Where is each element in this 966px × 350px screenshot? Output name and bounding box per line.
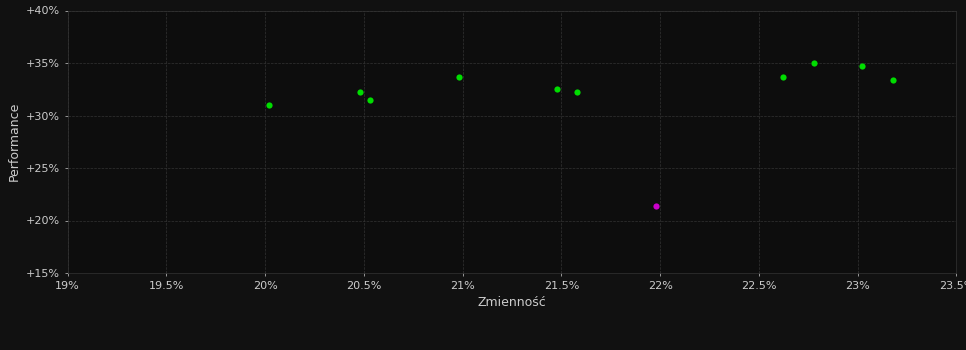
Point [362, 97, 378, 103]
Point [775, 74, 790, 79]
Point [648, 203, 664, 209]
Y-axis label: Performance: Performance [8, 102, 20, 181]
Point [807, 60, 822, 66]
Point [550, 86, 565, 92]
Point [262, 102, 277, 108]
Point [854, 63, 869, 69]
Point [886, 77, 901, 83]
X-axis label: Zmienność: Zmienność [477, 296, 547, 309]
Point [451, 74, 467, 79]
Point [569, 90, 584, 95]
Point [353, 90, 368, 95]
